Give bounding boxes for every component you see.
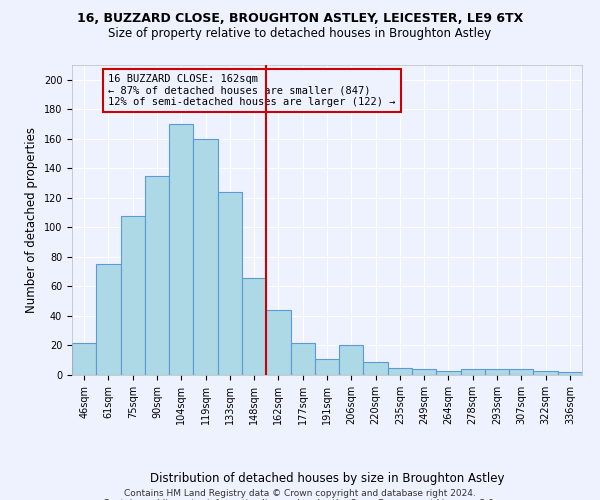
Text: 16, BUZZARD CLOSE, BROUGHTON ASTLEY, LEICESTER, LE9 6TX: 16, BUZZARD CLOSE, BROUGHTON ASTLEY, LEI… — [77, 12, 523, 26]
Bar — [509, 369, 533, 375]
Bar — [412, 369, 436, 375]
Bar — [290, 342, 315, 375]
Bar — [558, 372, 582, 375]
Bar — [339, 346, 364, 375]
Bar — [193, 139, 218, 375]
Bar — [218, 192, 242, 375]
Y-axis label: Number of detached properties: Number of detached properties — [25, 127, 38, 313]
Text: Distribution of detached houses by size in Broughton Astley: Distribution of detached houses by size … — [150, 472, 504, 485]
Text: Size of property relative to detached houses in Broughton Astley: Size of property relative to detached ho… — [109, 28, 491, 40]
Bar — [364, 362, 388, 375]
Bar — [266, 310, 290, 375]
Bar — [145, 176, 169, 375]
Bar — [169, 124, 193, 375]
Bar — [461, 369, 485, 375]
Bar — [121, 216, 145, 375]
Bar — [96, 264, 121, 375]
Bar — [315, 359, 339, 375]
Bar — [242, 278, 266, 375]
Bar — [533, 370, 558, 375]
Bar — [72, 342, 96, 375]
Bar — [436, 370, 461, 375]
Text: 16 BUZZARD CLOSE: 162sqm
← 87% of detached houses are smaller (847)
12% of semi-: 16 BUZZARD CLOSE: 162sqm ← 87% of detach… — [109, 74, 396, 107]
Text: Contains HM Land Registry data © Crown copyright and database right 2024.: Contains HM Land Registry data © Crown c… — [124, 488, 476, 498]
Text: Contains public sector information licensed under the Open Government Licence v3: Contains public sector information licen… — [103, 498, 497, 500]
Bar — [388, 368, 412, 375]
Bar — [485, 369, 509, 375]
